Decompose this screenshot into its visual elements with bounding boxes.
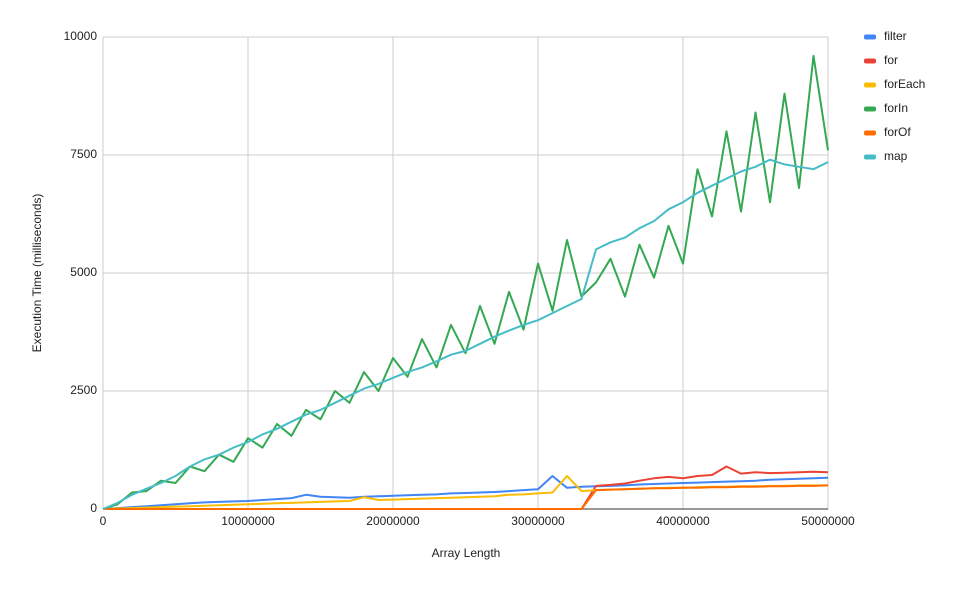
legend-label: for (884, 53, 898, 67)
legend-swatch (864, 106, 876, 112)
x-tick-label: 10000000 (221, 514, 275, 528)
x-tick-label: 50000000 (801, 514, 855, 528)
legend-swatch (864, 82, 876, 88)
y-tick-label: 5000 (70, 265, 97, 279)
x-tick-label: 20000000 (366, 514, 420, 528)
legend-label: forIn (884, 101, 908, 115)
legend-label: map (884, 149, 908, 163)
series-line (103, 484, 829, 510)
x-tick-label: 40000000 (656, 514, 710, 528)
legend-swatch (864, 34, 876, 40)
legend-swatch (864, 154, 876, 160)
x-axis-title: Array Length (432, 546, 501, 560)
legend-swatch (864, 130, 876, 136)
x-tick-label: 0 (100, 514, 107, 528)
legend-swatch (864, 58, 876, 64)
legend-label: forOf (884, 125, 911, 139)
y-tick-label: 0 (90, 501, 97, 515)
x-tick-label: 30000000 (511, 514, 565, 528)
legend-label: forEach (884, 77, 925, 91)
y-tick-label: 10000 (64, 29, 98, 43)
legend-label: filter (884, 29, 907, 43)
y-tick-label: 7500 (70, 147, 97, 161)
series-line (102, 54, 829, 510)
y-axis-title: Execution Time (milliseconds) (30, 194, 44, 353)
y-tick-label: 2500 (70, 383, 97, 397)
series-line (102, 475, 829, 510)
series-line (102, 158, 829, 510)
